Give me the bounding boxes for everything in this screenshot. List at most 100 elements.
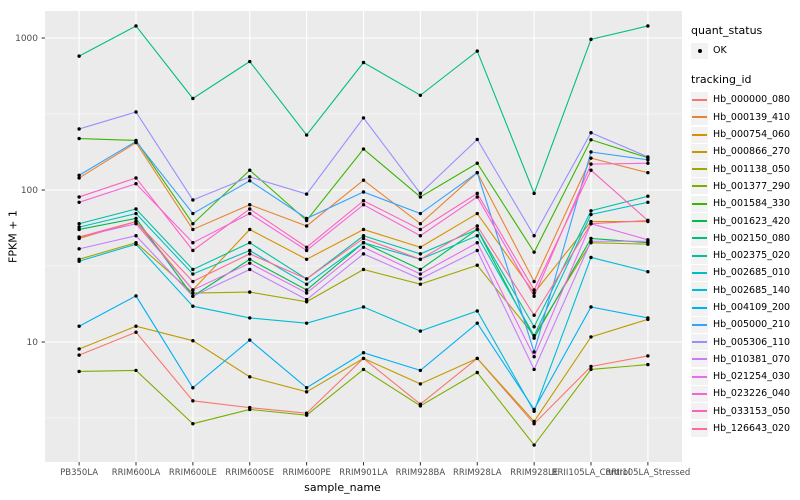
data-point <box>475 241 479 245</box>
data-point <box>77 173 81 177</box>
data-point <box>646 161 650 165</box>
legend-key <box>691 161 708 178</box>
legend-item-label: Hb_005306_110 <box>713 336 791 348</box>
legend-item-Hb_000000_080: Hb_000000_080 <box>691 91 799 108</box>
line-swatch-icon <box>692 202 707 205</box>
legend-item-label: Hb_023226_040 <box>713 388 791 400</box>
legend-item-label: Hb_002685_010 <box>713 267 791 279</box>
data-point <box>134 182 138 186</box>
data-point <box>475 137 479 142</box>
x-tick-label: RRIM928BA <box>396 468 446 478</box>
data-point <box>418 252 423 256</box>
x-tick-label: RRIM600PE <box>282 468 330 478</box>
data-point <box>77 247 81 251</box>
legend-item-Hb_000866_270: Hb_000866_270 <box>691 143 799 160</box>
y-axis-title: FPKM + 1 <box>6 210 20 263</box>
line-swatch-icon <box>692 410 707 413</box>
data-point <box>418 211 423 216</box>
legend-key <box>691 143 708 160</box>
data-point <box>475 211 479 216</box>
data-point <box>304 386 309 390</box>
data-point <box>248 59 252 64</box>
data-point <box>304 245 309 249</box>
data-point <box>248 168 252 172</box>
line-swatch-icon <box>692 98 707 101</box>
legend-item-Hb_023226_040: Hb_023226_040 <box>691 385 799 402</box>
legend-item-Hb_002150_080: Hb_002150_080 <box>691 230 799 247</box>
data-point <box>191 386 195 390</box>
data-point <box>361 178 366 182</box>
x-tick-label: RRIM928LE <box>510 468 558 478</box>
data-point <box>248 207 252 211</box>
legend-item-Hb_000139_410: Hb_000139_410 <box>691 109 799 126</box>
data-point <box>532 443 536 447</box>
legend-item-Hb_126643_020: Hb_126643_020 <box>691 420 799 437</box>
legend-item-Hb_004109_200: Hb_004109_200 <box>691 299 799 316</box>
data-point <box>589 367 593 372</box>
data-point <box>361 241 366 245</box>
line-swatch-icon <box>692 150 707 153</box>
data-point <box>191 304 195 308</box>
data-point <box>589 150 593 154</box>
data-point <box>532 288 536 292</box>
data-point <box>646 200 650 205</box>
data-point <box>77 54 81 58</box>
data-point <box>191 422 195 426</box>
legend-item-label: Hb_002375_020 <box>713 250 791 262</box>
legend-item-label: Hb_033153_050 <box>713 405 791 417</box>
data-point <box>248 338 252 342</box>
line-swatch-icon <box>692 220 707 223</box>
y-tick-label: 100 <box>21 186 38 196</box>
line-swatch-icon <box>692 116 707 119</box>
data-point <box>77 127 81 131</box>
data-point <box>532 355 536 359</box>
line-swatch-icon <box>692 237 707 240</box>
data-point <box>475 224 479 228</box>
legend-key <box>691 403 708 420</box>
data-point <box>532 367 536 372</box>
legend-item-Hb_002375_020: Hb_002375_020 <box>691 247 799 264</box>
data-point <box>475 227 479 232</box>
data-point <box>418 257 423 262</box>
data-point <box>248 175 252 179</box>
legend-item-Hb_010381_070: Hb_010381_070 <box>691 351 799 368</box>
data-point <box>191 222 195 226</box>
data-point <box>646 24 650 28</box>
data-point <box>418 234 423 238</box>
data-point <box>248 248 252 253</box>
data-point <box>77 176 81 180</box>
data-point <box>361 234 366 238</box>
data-point <box>589 131 593 135</box>
data-point <box>304 133 309 137</box>
data-point <box>77 259 81 263</box>
data-point <box>304 321 309 325</box>
data-point <box>646 218 650 223</box>
data-point <box>191 288 195 292</box>
legend-quant-status-title: quant_status <box>691 24 763 37</box>
data-point <box>191 272 195 276</box>
legend-key <box>691 109 708 126</box>
data-point <box>361 252 366 256</box>
data-point <box>304 192 309 196</box>
legend-item-Hb_001584_330: Hb_001584_330 <box>691 195 799 212</box>
legend-item-Hb_000754_060: Hb_000754_060 <box>691 126 799 143</box>
data-point <box>418 267 423 272</box>
data-point <box>589 209 593 213</box>
data-point <box>134 211 138 216</box>
data-point <box>646 270 650 274</box>
legend-quant-status-section: quant_status OK <box>691 24 799 59</box>
data-point <box>418 277 423 281</box>
data-point <box>589 156 593 160</box>
data-point <box>418 222 423 226</box>
legend-item-Hb_002685_010: Hb_002685_010 <box>691 264 799 281</box>
data-point <box>418 195 423 199</box>
y-tick-label: 1000 <box>15 34 38 44</box>
data-point <box>589 212 593 217</box>
data-point <box>304 224 309 228</box>
data-point <box>248 179 252 183</box>
legend-item-Hb_033153_050: Hb_033153_050 <box>691 403 799 420</box>
legend-item-label: Hb_001377_290 <box>713 180 791 192</box>
data-point <box>361 305 366 309</box>
data-point <box>475 309 479 313</box>
